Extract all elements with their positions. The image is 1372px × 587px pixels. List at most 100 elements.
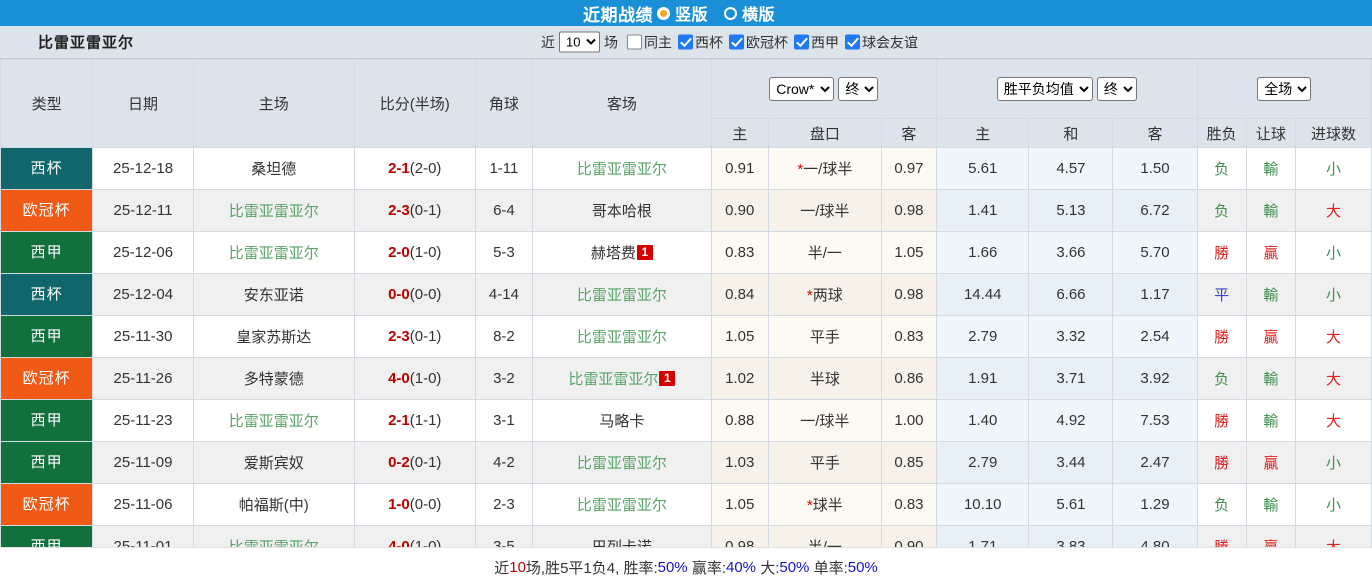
cell-type[interactable]: 欧冠杯 — [0, 189, 94, 232]
cell-home-team[interactable]: 比雷亚雷亚尔 — [192, 399, 355, 442]
period-select[interactable]: 全场 — [1257, 77, 1312, 101]
summary-match-count: 10 — [509, 559, 526, 576]
league-checkbox-ucl[interactable] — [729, 34, 744, 50]
cell-home-team[interactable]: 比雷亚雷亚尔 — [192, 231, 355, 274]
cell-away-team[interactable]: 比雷亚雷亚尔 — [532, 483, 712, 526]
table-row[interactable]: 西甲 25-11-30 皇家苏斯达 2-3(0-1) 8-2 比雷亚雷亚尔 1.05 平手 0.… — [0, 315, 1372, 358]
cell-home-team[interactable]: 比雷亚雷亚尔 — [192, 525, 355, 547]
table-row[interactable]: 欧冠杯 25-12-11 比雷亚雷亚尔 2-3(0-1) 6-4 哥本哈根 0.90 一/球半… — [0, 189, 1372, 232]
cell-score[interactable]: 4-0(1-0) — [353, 525, 476, 547]
cell-corner: 3-1 — [474, 399, 534, 442]
cell-away-team[interactable]: 哥本哈根 — [532, 189, 712, 232]
cell-away-team[interactable]: 比雷亚雷亚尔 — [532, 441, 712, 484]
cell-result-wl: 负 — [1196, 189, 1247, 232]
cell-score[interactable]: 2-3(0-1) — [353, 189, 476, 232]
cell-result-ou: 小 — [1294, 441, 1372, 484]
handicap-selector-cell: Crow* 终 — [710, 59, 938, 119]
league-checkbox-copa[interactable] — [678, 34, 693, 50]
league-badge: 欧冠杯 — [1, 190, 93, 231]
cell-hdp-line: 一/球半 — [767, 399, 882, 442]
cell-hdp-home-odds: 0.88 — [710, 399, 769, 442]
cell-corner: 4-2 — [474, 441, 534, 484]
cell-type[interactable]: 西甲 — [0, 441, 94, 484]
table-row[interactable]: 西甲 25-11-23 比雷亚雷亚尔 2-1(1-1) 3-1 马略卡 0.88 一/球半 1.… — [0, 399, 1372, 442]
same-home-checkbox[interactable] — [627, 34, 642, 50]
cell-away-team[interactable]: 比雷亚雷亚尔 — [532, 273, 712, 316]
cell-away-team[interactable]: 马略卡 — [532, 399, 712, 442]
cell-hdp-home-odds: 0.98 — [710, 525, 769, 547]
handicap-stage-select[interactable]: 终 — [838, 77, 879, 101]
cell-type[interactable]: 欧冠杯 — [0, 357, 94, 400]
cell-hdp-home-odds: 1.03 — [710, 441, 769, 484]
same-home-label: 同主 — [644, 34, 672, 50]
cell-home-team[interactable]: 爱斯宾奴 — [192, 441, 355, 484]
cell-type[interactable]: 西杯 — [0, 147, 94, 190]
cell-away-team[interactable]: 比雷亚雷亚尔 1 — [532, 357, 712, 400]
cell-type[interactable]: 欧冠杯 — [0, 483, 94, 526]
table-header-main: 类型 日期 主场 比分(半场) 角球 客场 Crow* 终 — [0, 59, 1372, 148]
cell-score[interactable]: 2-3(0-1) — [353, 315, 476, 358]
view-mode-horizontal[interactable]: 横版 — [724, 1, 789, 25]
cell-date: 25-12-11 — [92, 189, 194, 232]
table-row[interactable]: 西杯 25-12-04 安东亚诺 0-0(0-0) 4-14 比雷亚雷亚尔 0.84 *两球 0… — [0, 273, 1372, 316]
cell-result-wl: 负 — [1196, 147, 1247, 190]
cell-score[interactable]: 4-0(1-0) — [353, 357, 476, 400]
table-row[interactable]: 欧冠杯 25-11-26 多特蒙德 4-0(1-0) 3-2 比雷亚雷亚尔 1 1.02 半球 0… — [0, 357, 1372, 400]
cell-odds-away: 5.70 — [1112, 231, 1198, 274]
table-row[interactable]: 欧冠杯 25-11-06 帕福斯(中) 1-0(0-0) 2-3 比雷亚雷亚尔 1.05 *球… — [0, 483, 1372, 526]
cell-type[interactable]: 西杯 — [0, 273, 94, 316]
cell-home-team[interactable]: 安东亚诺 — [192, 273, 355, 316]
cell-score[interactable]: 2-0(1-0) — [353, 231, 476, 274]
cell-corner: 8-2 — [474, 315, 534, 358]
cell-hdp-away-odds: 0.83 — [880, 483, 938, 526]
cell-odds-draw: 3.71 — [1028, 357, 1114, 400]
table-row[interactable]: 西杯 25-12-18 桑坦德 2-1(2-0) 1-11 比雷亚雷亚尔 0.91 *一/球半… — [0, 147, 1372, 190]
company-select[interactable]: Crow* — [769, 77, 835, 101]
league-checkbox-laliga[interactable] — [794, 34, 809, 50]
cell-type[interactable]: 西甲 — [0, 315, 94, 358]
cell-result-ou: 大 — [1294, 189, 1372, 232]
league-checkbox-friendly[interactable] — [845, 34, 860, 50]
matches-suffix-label: 场 — [604, 34, 618, 50]
cell-away-team[interactable]: 比雷亚雷亚尔 — [532, 315, 712, 358]
cell-home-team[interactable]: 桑坦德 — [192, 147, 355, 190]
summary-win-rate: 50% — [657, 559, 688, 576]
cell-home-team[interactable]: 多特蒙德 — [192, 357, 355, 400]
cell-score[interactable]: 0-2(0-1) — [353, 441, 476, 484]
odds-stage-select[interactable]: 终 — [1096, 77, 1137, 101]
table-row[interactable]: 西甲 25-12-06 比雷亚雷亚尔 2-0(1-0) 5-3 赫塔费 1 0.83 半/一 1.… — [0, 231, 1372, 274]
cell-date: 25-11-23 — [92, 399, 194, 442]
cell-type[interactable]: 西甲 — [0, 399, 94, 442]
cell-away-team[interactable]: 比雷亚雷亚尔 — [532, 147, 712, 190]
table-row[interactable]: 西甲 25-11-09 爱斯宾奴 0-2(0-1) 4-2 比雷亚雷亚尔 1.03 平手 0.8… — [0, 441, 1372, 484]
cell-score[interactable]: 2-1(1-1) — [353, 399, 476, 442]
table-row[interactable]: 西甲25-11-01比雷亚雷亚尔4-0(1-0)3-5巴列卡诺0.98半/一0.… — [0, 525, 1372, 547]
league-label-copa: 西杯 — [695, 34, 723, 50]
view-mode-vertical[interactable]: 竖版 — [656, 1, 722, 25]
cell-home-team[interactable]: 皇家苏斯达 — [192, 315, 355, 358]
red-card-badge: 1 — [636, 245, 653, 260]
cell-score[interactable]: 2-1(2-0) — [353, 147, 476, 190]
cell-type[interactable]: 西甲 — [0, 231, 94, 274]
cell-result-ou: 大 — [1294, 315, 1372, 358]
cell-hdp-away-odds: 0.98 — [880, 189, 938, 232]
cell-odds-draw: 4.92 — [1028, 399, 1114, 442]
subheader-result-wl: 胜负 — [1196, 118, 1247, 148]
summary-odd-label: 单率: — [809, 560, 848, 577]
cell-hdp-away-odds: 1.05 — [880, 231, 938, 274]
cell-odds-home: 1.40 — [936, 399, 1030, 442]
cell-away-team[interactable]: 巴列卡诺 — [532, 525, 712, 547]
odds-type-select[interactable]: 胜平负均值 — [996, 77, 1093, 101]
league-badge: 西甲 — [1, 400, 93, 441]
cell-hdp-away-odds: 0.97 — [880, 147, 938, 190]
cell-home-team[interactable]: 帕福斯(中) — [192, 483, 355, 526]
cell-away-team[interactable]: 赫塔费 1 — [532, 231, 712, 274]
subheader-odds-draw: 和 — [1028, 118, 1114, 148]
cell-type[interactable]: 西甲 — [0, 525, 94, 547]
subheader-result-hdp: 让球 — [1245, 118, 1296, 148]
cell-score[interactable]: 1-0(0-0) — [353, 483, 476, 526]
match-count-select[interactable]: 10 — [559, 31, 600, 53]
cell-date: 25-12-06 — [92, 231, 194, 274]
cell-score[interactable]: 0-0(0-0) — [353, 273, 476, 316]
cell-home-team[interactable]: 比雷亚雷亚尔 — [192, 189, 355, 232]
